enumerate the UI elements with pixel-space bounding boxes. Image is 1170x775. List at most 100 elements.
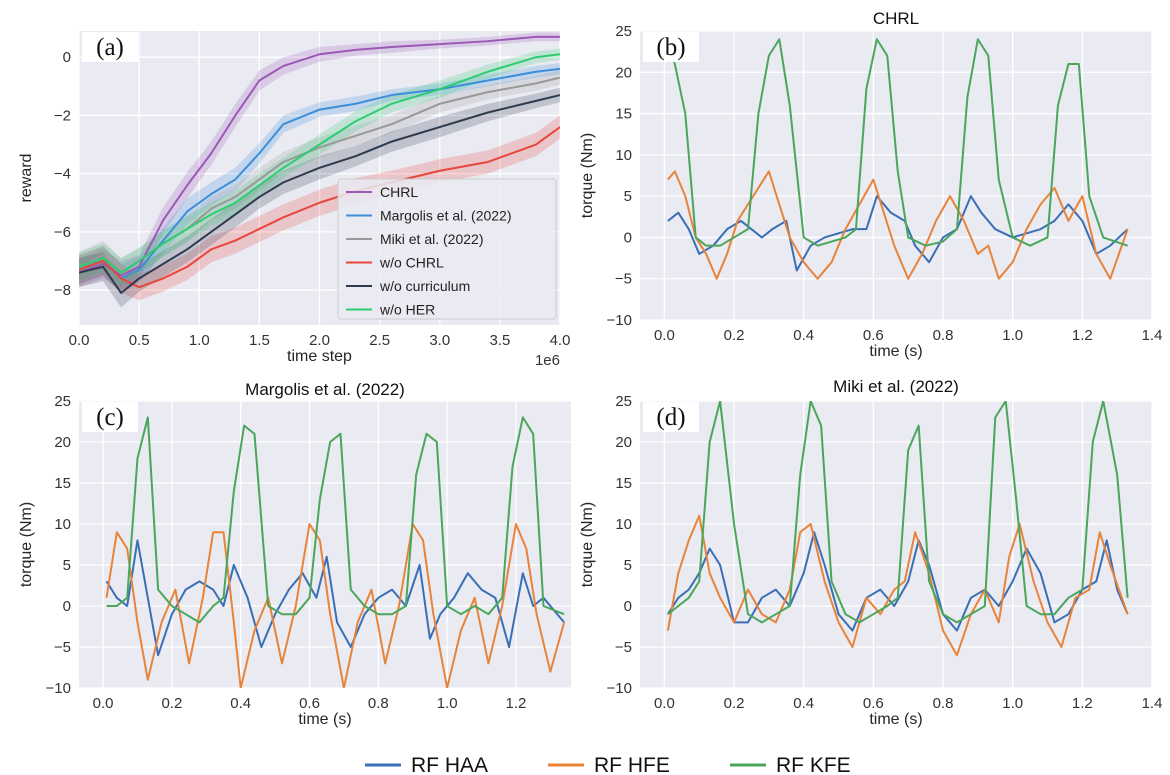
x-tick-label: 1.0: [1002, 327, 1023, 344]
plot-area: [640, 31, 1152, 320]
panel-label: (d): [643, 402, 699, 432]
x-tick-label: 0.5: [129, 332, 150, 349]
confidence-band: [79, 48, 560, 288]
x-tick-label: 0.0: [654, 695, 675, 712]
legend-entry: Miki et al. (2022): [380, 231, 483, 247]
series-line: [667, 170, 1129, 280]
y-tick-label: 25: [615, 23, 632, 40]
x-tick-label: 0.2: [724, 695, 745, 712]
y-tick-label: −6: [54, 224, 71, 241]
x-tick-label: 1.2: [1072, 695, 1093, 712]
y-tick-label: −10: [607, 312, 632, 329]
legend: CHRL Margolis et al. (2022) Miki et al. (2…: [337, 178, 557, 320]
series-line: [79, 35, 560, 277]
series-line: [79, 94, 560, 294]
series-line: [105, 523, 566, 688]
y-tick-label: 10: [54, 516, 71, 533]
panel-label: (b): [643, 32, 699, 62]
series-line: [666, 38, 1128, 247]
x-tick-label: 4.0: [550, 332, 571, 349]
x-tick-label: 0.8: [933, 695, 954, 712]
panel-label-bg: [643, 32, 699, 62]
x-tick-label: 1.2: [506, 695, 527, 712]
y-tick-label: 20: [54, 434, 71, 451]
y-axis-label: torque (Nm): [579, 133, 596, 218]
bottom-legend-entry: RF KFE: [776, 754, 851, 775]
series-group: [666, 401, 1129, 657]
x-axis-multiplier: 1e6: [535, 352, 560, 369]
y-axis-label: reward: [18, 154, 35, 203]
confidence-band: [79, 70, 560, 288]
x-axis-label: time step: [287, 348, 352, 365]
y-tick-label: 0: [63, 49, 71, 66]
x-tick-label: 1.0: [1002, 695, 1023, 712]
chart-title: Miki et al. (2022): [833, 377, 959, 396]
panel-label-bg: [82, 402, 138, 432]
series-group: [105, 416, 566, 688]
series-line: [79, 53, 560, 274]
y-tick-label: 25: [54, 393, 71, 410]
y-tick-label: 20: [615, 64, 632, 81]
panel-label: (c): [82, 402, 138, 432]
panel-b: 0.0 0.2 0.4 0.6 0.8 1.0 1.2 1.4 −10 −5 0 5 10 15 20 25 t…: [579, 9, 1162, 360]
panel-label-text: (a): [96, 34, 124, 61]
panel-label: (a): [82, 32, 138, 62]
x-tick-label: 2.0: [309, 332, 330, 349]
legend-box: [337, 178, 557, 320]
x-tick-label: 1.0: [189, 332, 210, 349]
x-tick-label: 3.0: [429, 332, 450, 349]
x-tick-label: 1.2: [1072, 327, 1093, 344]
series-line: [79, 67, 560, 280]
y-tick-label: −10: [46, 680, 71, 697]
y-tick-label: 20: [615, 434, 632, 451]
x-axis-label: time (s): [298, 711, 351, 728]
plot-area: [640, 401, 1152, 688]
y-tick-label: −5: [615, 639, 632, 656]
x-tick-label: 0.6: [299, 695, 320, 712]
panel-c: 0.0 0.2 0.4 0.6 0.8 1.0 1.2 −10 −5 0 5 10 15 20 25 time…: [18, 380, 571, 728]
x-tick-label: 0.0: [654, 327, 675, 344]
y-tick-label: 10: [615, 147, 632, 164]
panel-label-bg: [643, 402, 699, 432]
y-tick-label: 0: [63, 598, 71, 615]
series-group: [79, 32, 560, 308]
y-tick-label: −2: [54, 107, 71, 124]
bottom-legend-entry: RF HFE: [594, 754, 670, 775]
bottom-legend-entry: RF HAA: [411, 754, 488, 775]
y-axis-label: torque (Nm): [18, 502, 35, 587]
y-tick-label: −8: [54, 282, 71, 299]
x-tick-label: 1.5: [249, 332, 270, 349]
y-tick-label: −4: [54, 166, 71, 183]
y-tick-label: 0: [624, 229, 632, 246]
y-tick-label: −5: [615, 271, 632, 288]
y-tick-label: 10: [615, 516, 632, 533]
y-tick-label: 15: [615, 106, 632, 123]
confidence-band: [79, 32, 560, 291]
x-tick-label: 1.4: [1142, 695, 1163, 712]
y-tick-label: 5: [624, 557, 632, 574]
x-tick-label: 3.5: [489, 332, 510, 349]
x-tick-label: 0.8: [933, 327, 954, 344]
series-line: [105, 539, 565, 657]
chart-title: Margolis et al. (2022): [245, 380, 405, 399]
panel-label-text: (d): [656, 404, 685, 431]
y-axis-label: torque (Nm): [579, 502, 596, 587]
series-group: [666, 38, 1129, 280]
x-axis-label: time (s): [869, 711, 922, 728]
series-line: [667, 195, 1129, 272]
x-tick-label: 1.0: [437, 695, 458, 712]
confidence-band: [79, 115, 560, 301]
legend-entry: w/o CHRL: [379, 255, 444, 271]
x-tick-label: 0.4: [230, 695, 251, 712]
x-axis-label: time (s): [869, 343, 922, 360]
legend-entry: Margolis et al. (2022): [380, 208, 512, 224]
x-tick-label: 0.0: [93, 695, 114, 712]
x-tick-label: 2.5: [369, 332, 390, 349]
series-line: [666, 514, 1129, 657]
legend-entry: w/o curriculum: [379, 278, 470, 294]
y-tick-label: 25: [615, 393, 632, 410]
x-tick-label: 0.6: [863, 695, 884, 712]
x-tick-label: 0.4: [793, 327, 814, 344]
y-tick-label: 5: [624, 188, 632, 205]
